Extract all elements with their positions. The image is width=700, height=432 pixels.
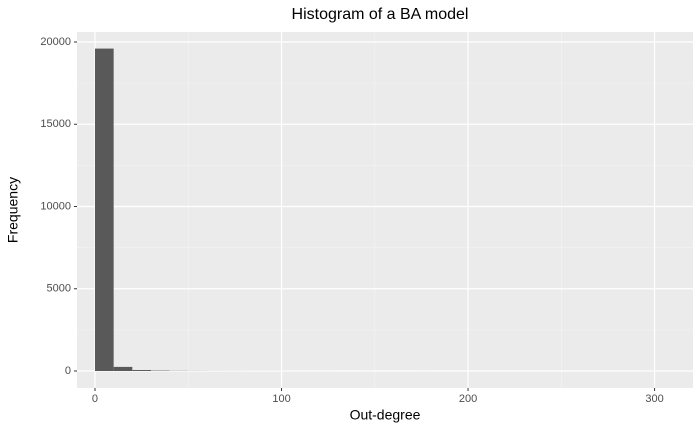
x-tick-label: 300 [645,393,663,405]
x-tick-label: 200 [459,393,477,405]
bar [94,48,114,372]
panel [77,32,693,388]
chart-title: Histogram of a BA model [292,6,469,23]
y-tick-label: 15000 [40,118,71,130]
bar [132,370,151,372]
bar [113,366,133,372]
y-tick-label: 20000 [40,36,71,48]
y-axis-label: Frequency [5,177,21,243]
y-tick-label: 0 [65,365,71,377]
x-tick-label: 0 [92,393,98,405]
y-tick-label: 5000 [47,283,71,295]
x-axis-label: Out-degree [350,407,421,423]
x-tick-label: 100 [272,393,290,405]
y-tick-label: 10000 [40,200,71,212]
